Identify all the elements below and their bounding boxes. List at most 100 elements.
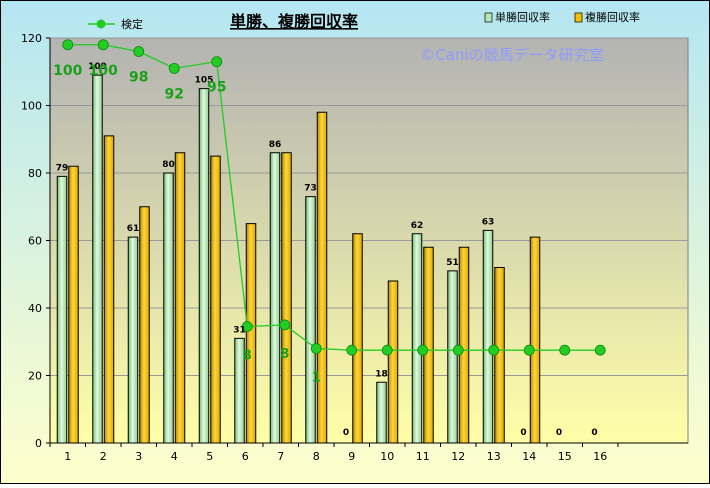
test-point	[133, 46, 145, 57]
test-point	[241, 321, 253, 332]
bar-place	[494, 267, 505, 444]
x-tick-label: 5	[206, 450, 213, 463]
y-tick-label: 80	[28, 167, 42, 180]
legend-test-marker	[96, 19, 106, 29]
x-tick-label: 7	[277, 450, 284, 463]
bar-place	[245, 223, 257, 444]
x-tick-label: 15	[558, 450, 572, 463]
legend-win-swatch	[484, 12, 493, 23]
x-axis: 1 2 3 4 5 6 7 8 9 10 11 12 13 14 15 16	[49, 442, 688, 463]
test-point	[488, 344, 500, 356]
bar-win-label: 79	[56, 163, 69, 173]
bar-win-label: 73	[304, 184, 317, 194]
legend-test-label: 検定	[121, 17, 143, 31]
x-tick-label: 8	[313, 450, 320, 463]
bar-win-label: 105	[195, 76, 214, 86]
bar-place	[387, 280, 399, 444]
test-point-label: 95	[207, 80, 226, 96]
y-tick-label: 20	[28, 370, 42, 383]
test-point	[381, 344, 393, 356]
bar-win-label: 18	[375, 369, 388, 379]
bar-win	[163, 172, 174, 444]
bar-place	[423, 246, 434, 444]
bar-place	[103, 135, 115, 444]
x-tick-label: 2	[100, 450, 107, 463]
x-tick-label: 1	[64, 450, 71, 463]
bar-win	[127, 236, 139, 444]
y-tick-label: 100	[21, 100, 42, 113]
x-tick-label: 9	[348, 450, 355, 463]
bar-win	[376, 381, 387, 444]
bar-win-label: 61	[127, 224, 140, 234]
bar-place	[139, 206, 150, 444]
test-line-series	[62, 39, 606, 356]
x-tick-label: 4	[171, 450, 178, 463]
test-point	[279, 319, 291, 331]
legend-win-label: 単勝回収率	[495, 10, 550, 24]
bar-place	[529, 236, 541, 444]
x-tick-label: 14	[522, 450, 536, 463]
watermark: ©Caniの競馬データ研究室	[420, 46, 603, 64]
legend-place-swatch	[574, 12, 583, 23]
x-tick-label: 12	[451, 450, 465, 463]
y-axis: 0 20 40 60 80 100 120	[21, 32, 51, 450]
bar-win	[92, 74, 103, 444]
gridlines	[50, 37, 688, 376]
test-point	[211, 56, 223, 68]
bar-place	[458, 246, 470, 444]
x-tick-label: 11	[416, 450, 430, 463]
x-tick-label: 6	[242, 450, 249, 463]
bar-win-label: 31	[233, 325, 246, 335]
bar-win-label: 0	[520, 428, 526, 438]
bar-win	[447, 270, 458, 444]
test-point-label: 92	[165, 86, 184, 102]
bar-win	[305, 196, 316, 444]
bar-place	[281, 152, 292, 444]
y-tick-label: 0	[35, 437, 42, 450]
test-point	[310, 343, 322, 354]
test-point-label: 1	[312, 371, 321, 386]
x-tick-label: 13	[487, 450, 501, 463]
bar-win-label: 0	[591, 428, 597, 438]
bar-win	[269, 152, 281, 444]
x-tick-label: 10	[380, 450, 394, 463]
test-point	[417, 344, 429, 356]
y-tick-label: 120	[21, 32, 42, 45]
x-tick-label: 16	[593, 450, 607, 463]
test-point	[452, 344, 464, 356]
chart-title: 単勝、複勝回収率	[230, 12, 358, 31]
test-point	[523, 344, 535, 356]
test-point	[97, 39, 109, 51]
bar-win-label: 51	[446, 258, 459, 268]
test-point-label: 8	[280, 347, 289, 362]
bar-win	[482, 229, 494, 444]
bar-win	[56, 175, 68, 444]
test-point-label: 100	[89, 63, 118, 79]
bar-win-label: 86	[269, 140, 282, 150]
bar-place	[68, 165, 79, 444]
bar-win	[411, 233, 423, 444]
y-tick-label: 60	[28, 235, 42, 248]
legend: 検定 単勝回収率 複勝回収率	[88, 10, 640, 31]
bar-place	[174, 152, 186, 444]
bar-place	[316, 111, 328, 444]
bar-win-label: 109	[88, 62, 107, 72]
bar-win-label: 63	[482, 217, 495, 227]
test-line	[67, 44, 601, 351]
test-point	[168, 62, 180, 74]
y-tick-label: 40	[28, 302, 42, 315]
test-point-label: 100	[53, 63, 82, 79]
bar-place	[352, 233, 363, 444]
bar-win	[198, 88, 210, 444]
bar-place	[210, 155, 221, 444]
bar-win-label: 80	[162, 160, 175, 170]
test-point-label: 98	[129, 70, 148, 86]
bar-win-label: 0	[343, 428, 349, 438]
x-tick-label: 3	[135, 450, 142, 463]
bar-win-label: 0	[556, 428, 562, 438]
legend-place-label: 複勝回収率	[585, 10, 640, 24]
test-point	[594, 344, 606, 356]
